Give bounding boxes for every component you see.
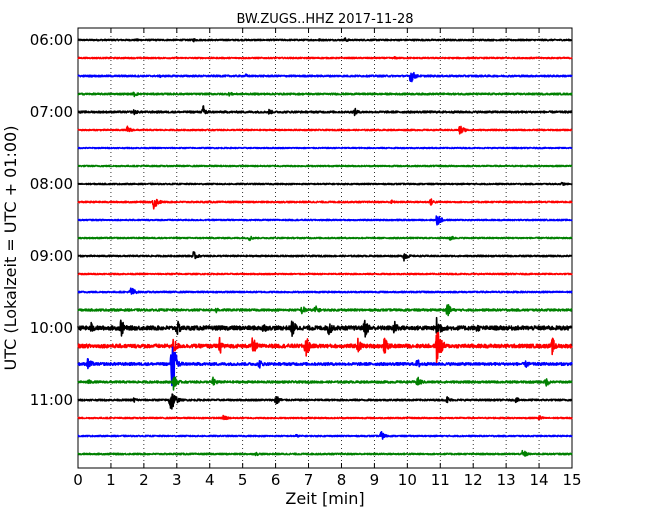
x-tick-label: 3 xyxy=(172,471,182,489)
trace-1045 xyxy=(77,376,573,391)
x-axis-label: Zeit [min] xyxy=(285,489,364,508)
trace-1145 xyxy=(77,449,573,457)
y-axis: 06:00 07:00 08:00 09:00 10:00 11:00 xyxy=(30,31,572,409)
trace-0615 xyxy=(77,56,573,60)
x-tick-label: 0 xyxy=(73,471,83,489)
trace-0700 xyxy=(77,105,573,117)
x-tick-label: 9 xyxy=(370,471,380,489)
y-tick-label: 07:00 xyxy=(30,103,73,121)
trace-0745 xyxy=(77,164,573,168)
x-tick-label: 15 xyxy=(562,471,581,489)
x-tick-label: 8 xyxy=(337,471,347,489)
trace-1100 xyxy=(77,393,573,410)
y-tick-label: 09:00 xyxy=(30,247,73,265)
x-tick-label: 7 xyxy=(304,471,314,489)
trace-0900 xyxy=(77,251,573,262)
trace-0730 xyxy=(77,146,573,150)
x-tick-label: 6 xyxy=(271,471,281,489)
x-tick-label: 12 xyxy=(464,471,483,489)
trace-1130 xyxy=(77,431,573,440)
y-axis-label: UTC (Lokalzeit = UTC + 01:00) xyxy=(1,126,20,371)
trace-1030 xyxy=(77,346,573,387)
y-tick-label: 11:00 xyxy=(30,391,73,409)
x-tick-label: 10 xyxy=(398,471,417,489)
chart-title: BW.ZUGS..HHZ 2017-11-28 xyxy=(236,12,413,27)
trace-0845 xyxy=(77,235,573,242)
trace-0800 xyxy=(77,181,573,186)
y-tick-label: 06:00 xyxy=(30,31,73,49)
x-tick-label: 5 xyxy=(238,471,248,489)
trace-0630 xyxy=(77,71,573,83)
y-tick-label: 10:00 xyxy=(30,319,73,337)
y-tick-label: 08:00 xyxy=(30,175,73,193)
plot-frame xyxy=(77,27,573,469)
trace-0645 xyxy=(77,91,573,98)
grid-lines xyxy=(110,28,540,468)
trace-group xyxy=(77,37,573,457)
trace-0600 xyxy=(77,37,573,43)
trace-0915 xyxy=(77,272,573,276)
x-tick-label: 13 xyxy=(497,471,516,489)
x-tick-label: 1 xyxy=(106,471,116,489)
trace-0830 xyxy=(77,215,573,226)
trace-1000 xyxy=(77,316,573,338)
x-tick-label: 2 xyxy=(139,471,149,489)
x-tick-label: 11 xyxy=(431,471,450,489)
trace-0930 xyxy=(77,287,573,295)
trace-1115 xyxy=(77,414,573,421)
trace-0715 xyxy=(77,125,573,135)
x-axis: 0 1 2 3 4 5 6 7 8 9 10 11 12 13 14 15 xyxy=(73,28,582,489)
trace-0945 xyxy=(77,304,573,317)
trace-1015 xyxy=(77,331,573,364)
trace-0815 xyxy=(77,198,573,210)
x-tick-label: 4 xyxy=(205,471,215,489)
x-tick-label: 14 xyxy=(530,471,549,489)
